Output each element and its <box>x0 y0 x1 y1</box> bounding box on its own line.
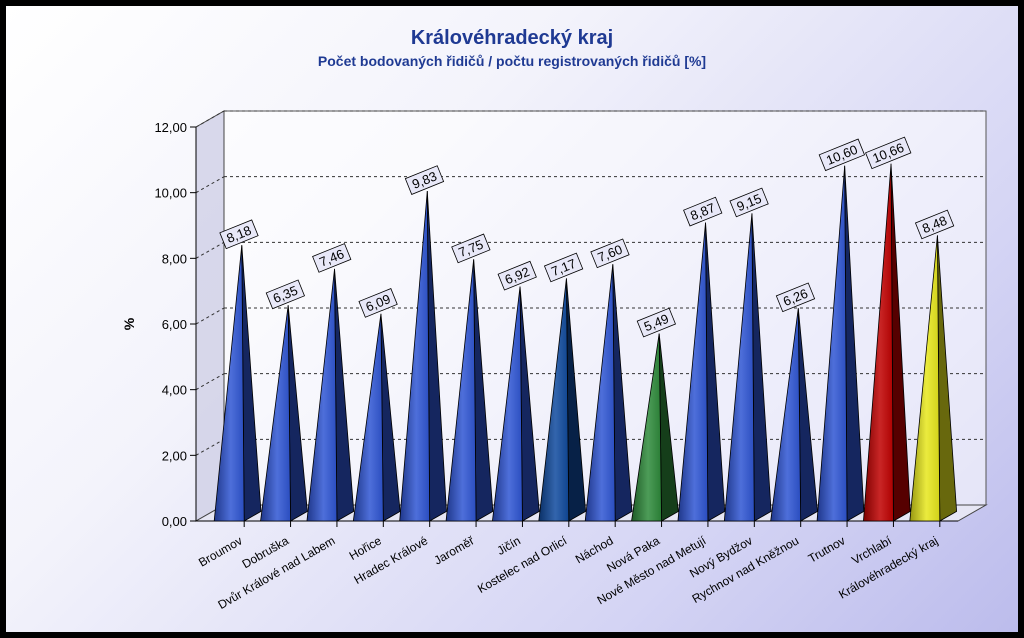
bar <box>445 259 494 522</box>
data-label: 9,15 <box>729 187 769 218</box>
bar <box>584 264 633 522</box>
bar <box>631 333 679 522</box>
side-wall <box>195 110 225 522</box>
y-tick-label: 2,00 <box>162 448 187 463</box>
bar <box>213 245 262 522</box>
y-tick-label: 10,00 <box>154 186 187 201</box>
bar <box>352 313 401 522</box>
gridline <box>195 110 225 128</box>
x-tick-label: Kostelec nad Orlicí <box>475 533 570 596</box>
data-label: 8,87 <box>683 196 723 227</box>
y-tick-label: 0,00 <box>162 514 187 529</box>
gridline <box>195 176 225 194</box>
y-tick-label: 6,00 <box>162 317 187 332</box>
data-label: 8,48 <box>914 209 955 240</box>
x-tick-label: Broumov <box>196 533 245 569</box>
data-label: 6,09 <box>358 288 398 318</box>
data-label: 6,35 <box>265 279 306 310</box>
bar <box>538 278 587 522</box>
bar <box>260 305 308 522</box>
data-label: 7,75 <box>451 233 491 264</box>
x-tick-label: Jaroměř <box>431 533 477 568</box>
y-tick-label: 8,00 <box>162 251 187 266</box>
bar <box>677 222 726 522</box>
bar <box>863 163 911 522</box>
gridline <box>195 241 225 259</box>
bar <box>491 286 540 522</box>
bar <box>770 308 818 522</box>
pyramid-bar-chart: Královéhradecký kraj Počet bodovaných ři… <box>121 27 988 612</box>
data-label: 7,46 <box>312 243 352 273</box>
chart-title: Královéhradecký kraj <box>411 27 613 49</box>
plot-area: 0,00 2,00 4,00 6,00 8,00 10,00 12,00 8,18 Broumo… <box>154 110 988 612</box>
bar <box>909 235 958 522</box>
x-tick-label: Jičín <box>495 533 523 557</box>
bar <box>723 213 772 522</box>
gridline <box>195 373 225 391</box>
y-axis-label: % <box>121 317 137 330</box>
chart-subtitle: Počet bodovaných řidičů / počtu registro… <box>318 53 706 69</box>
bar <box>816 165 865 522</box>
data-label: 5,49 <box>636 307 677 338</box>
data-label: 6,26 <box>775 282 816 313</box>
y-tick-label: 12,00 <box>154 120 187 135</box>
data-label: 8,18 <box>219 219 259 250</box>
x-tick-label: Trutnov <box>806 533 848 565</box>
gridline <box>195 307 225 325</box>
data-label: 6,92 <box>497 260 537 291</box>
data-label: 9,83 <box>404 165 445 195</box>
gridline <box>195 438 225 456</box>
y-tick-label: 4,00 <box>162 383 187 398</box>
bar <box>399 191 447 522</box>
data-label: 7,60 <box>590 238 630 269</box>
bar <box>306 268 355 522</box>
data-label: 7,17 <box>543 252 584 283</box>
